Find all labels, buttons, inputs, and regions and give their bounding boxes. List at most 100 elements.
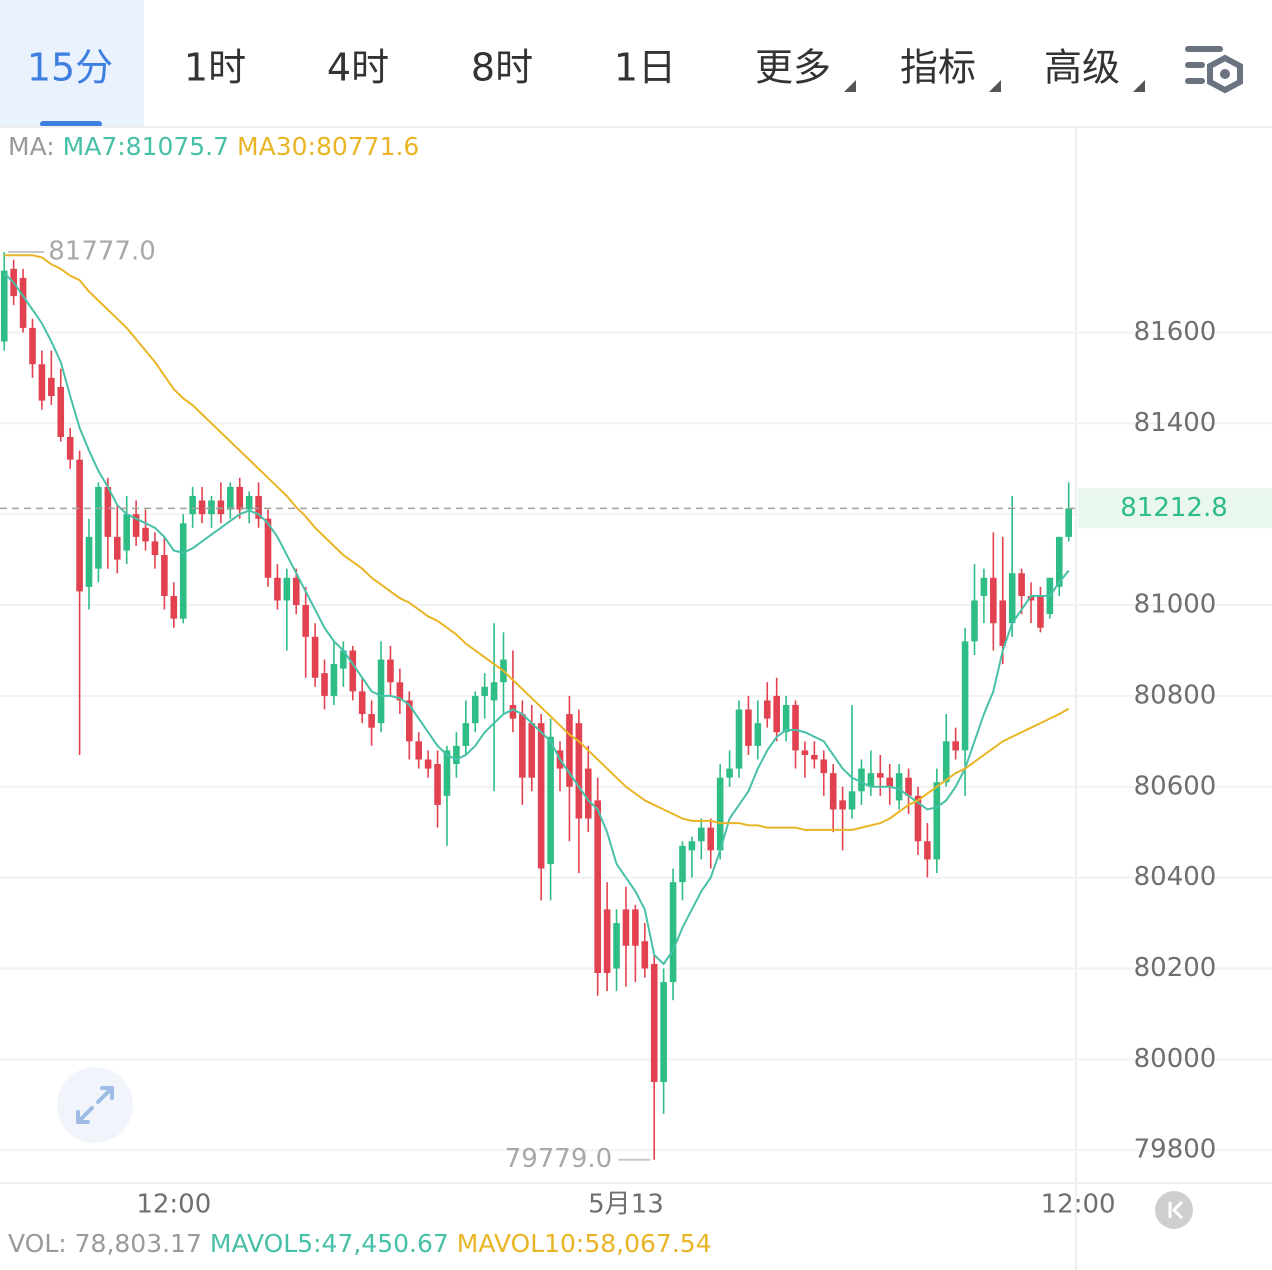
legend-item: VOL: 78,803.17	[8, 1229, 202, 1258]
candle-body	[537, 723, 545, 869]
candle-body	[311, 636, 319, 678]
candle-body	[264, 518, 272, 578]
candle-body	[961, 641, 969, 751]
candle-body	[566, 714, 573, 787]
candle-body	[895, 773, 903, 801]
candle-body	[349, 650, 357, 692]
candle-body	[1018, 573, 1025, 596]
candle-body	[415, 741, 423, 760]
ma-legend: MA: MA7:81075.7 MA30:80771.6	[8, 132, 419, 161]
collapse-button[interactable]	[1155, 1191, 1193, 1229]
candle-body	[1055, 536, 1063, 587]
candle-body	[48, 377, 55, 397]
plot: 81212.8 81777.0 79779.0	[0, 237, 1272, 1174]
icon-bar	[1185, 46, 1223, 52]
icon-gear	[1207, 54, 1243, 94]
candle-body	[613, 923, 620, 969]
y-tick-label: 81000	[1134, 590, 1217, 620]
candle-body	[434, 764, 441, 805]
legend-item: MA:	[8, 132, 55, 161]
candle-body	[811, 754, 818, 760]
candle-body	[179, 523, 187, 619]
y-tick-label: 79800	[1134, 1135, 1217, 1165]
candle-body	[227, 486, 234, 510]
candle-body	[104, 486, 112, 537]
legend-item: MAVOL5:47,450.67	[210, 1229, 449, 1258]
candle-body	[368, 714, 375, 728]
candle-body	[839, 800, 846, 810]
tab[interactable]: 8时	[471, 46, 533, 90]
candle-body	[443, 750, 451, 796]
max-label: 81777.0	[48, 237, 156, 267]
fullscreen-button[interactable]	[57, 1067, 133, 1143]
candle-body	[132, 514, 140, 537]
candle-body	[170, 595, 178, 619]
last-price-label: 81212.8	[1120, 493, 1228, 523]
candle-body	[980, 577, 988, 596]
candle-body	[820, 759, 828, 774]
candle-body	[858, 768, 865, 792]
tab[interactable]: 4时	[327, 46, 389, 90]
candle-body	[745, 709, 752, 746]
candle-body	[622, 909, 630, 946]
candle-body	[29, 327, 36, 365]
candle-body	[340, 650, 347, 669]
candle-body	[1065, 508, 1072, 537]
candle-body	[453, 745, 460, 765]
candle-body	[302, 605, 309, 637]
candle-body	[999, 600, 1007, 646]
candle-body	[603, 909, 611, 974]
icon-bar	[1185, 78, 1205, 84]
toolbar: 15分 1时 4时 8时 1日 更多 指标 高级	[0, 0, 1272, 128]
y-tick-label: 80600	[1134, 771, 1217, 801]
candle-body	[584, 768, 592, 819]
candle-body	[377, 659, 385, 724]
legend-item: MA7:81075.7	[63, 132, 229, 161]
menu-caret	[844, 80, 856, 92]
candle-body	[650, 963, 658, 1083]
y-tick-label: 81400	[1134, 408, 1217, 438]
candle-body	[990, 577, 997, 624]
candle-body	[669, 882, 677, 983]
candle-body	[217, 500, 225, 515]
tab[interactable]: 1时	[184, 46, 246, 90]
candle-body	[792, 704, 799, 751]
menu[interactable]: 更多	[755, 46, 831, 90]
candle-body	[763, 700, 771, 719]
min-label: 79779.0	[505, 1144, 613, 1174]
candle-body	[245, 495, 253, 510]
candle-body	[509, 704, 517, 719]
tab[interactable]: 15分	[27, 46, 113, 90]
candle-body	[292, 577, 300, 606]
button-icon	[76, 1086, 114, 1124]
candle-body	[76, 459, 83, 592]
icon-gear-hole	[1220, 69, 1230, 79]
ma-line	[3, 272, 1070, 966]
candle-body	[274, 577, 281, 601]
tab[interactable]: 1日	[614, 46, 676, 90]
candle-body	[95, 486, 102, 569]
x-tick-label: 12:00	[136, 1190, 211, 1220]
candle-body	[952, 741, 959, 751]
y-tick-label: 80000	[1134, 1044, 1217, 1074]
candle-body	[679, 845, 686, 883]
settings-icon[interactable]	[1185, 46, 1243, 94]
candle-body	[0, 270, 8, 342]
x-tick-label: 5月13	[588, 1190, 664, 1220]
candle-body	[19, 277, 27, 328]
candle-body	[330, 664, 338, 696]
active-tab-bg	[0, 0, 144, 126]
candle-body	[641, 941, 649, 969]
candle-body	[735, 709, 743, 769]
candle-body	[528, 723, 536, 778]
candle-body	[848, 791, 856, 810]
candle-body	[462, 723, 470, 746]
candle-body	[1027, 595, 1035, 601]
menu[interactable]: 高级	[1044, 46, 1120, 90]
candle-body	[575, 723, 583, 819]
candle-body	[283, 577, 291, 601]
candle-body	[707, 827, 715, 851]
menu[interactable]: 指标	[900, 46, 976, 90]
y-tick-label: 81600	[1134, 317, 1217, 347]
